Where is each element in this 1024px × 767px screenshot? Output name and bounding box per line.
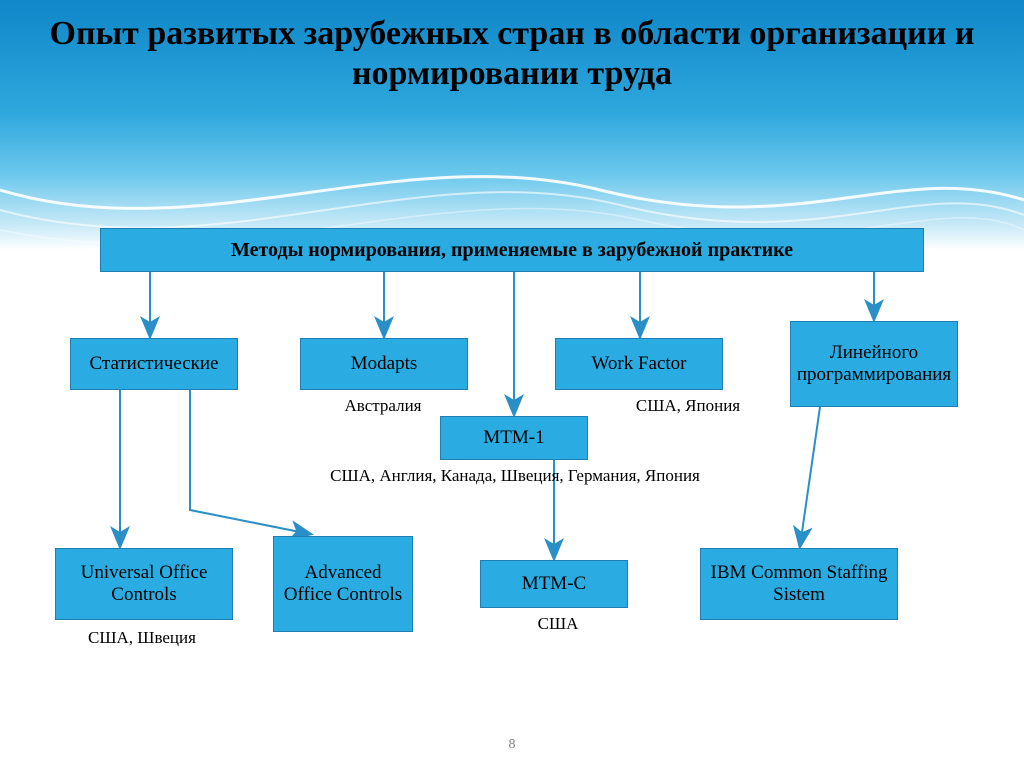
node-wf: Work Factor bbox=[555, 338, 723, 390]
page-number: 8 bbox=[0, 737, 1024, 753]
node-aoc: Advanced Office Controls bbox=[273, 536, 413, 632]
node-ibm: IBM Common Staffing Sistem bbox=[700, 548, 898, 620]
node-mtmc: MTM-C bbox=[480, 560, 628, 608]
slide-title: Опыт развитых зарубежных стран в области… bbox=[0, 14, 1024, 94]
node-mtm1: MTM-1 bbox=[440, 416, 588, 460]
label-australia: Австралия bbox=[308, 396, 458, 416]
label-usa: США bbox=[518, 614, 598, 634]
node-uoc: Universal Office Controls bbox=[55, 548, 233, 620]
node-root: Методы нормирования, применяемые в заруб… bbox=[100, 228, 924, 272]
node-stat: Статистические bbox=[70, 338, 238, 390]
label-mtm1_countries: США, Англия, Канада, Швеция, Германия, Я… bbox=[300, 466, 730, 486]
edge-linprog-ibm bbox=[800, 407, 820, 546]
slide: Опыт развитых зарубежных стран в области… bbox=[0, 0, 1024, 767]
label-usa_se: США, Швеция bbox=[62, 628, 222, 648]
edge-stat-aoc bbox=[190, 390, 310, 534]
label-usa_jp: США, Япония bbox=[608, 396, 768, 416]
node-linprog: Линейного программирования bbox=[790, 321, 958, 407]
node-modapts: Modapts bbox=[300, 338, 468, 390]
